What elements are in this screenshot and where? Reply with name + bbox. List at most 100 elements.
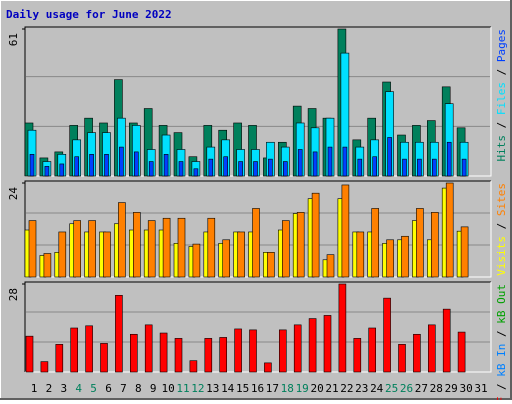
y-tick-label: 61: [7, 33, 20, 46]
bar: [148, 161, 154, 177]
bar: [383, 297, 391, 373]
x-tick-label: 28: [430, 382, 443, 395]
bar: [163, 154, 169, 177]
x-tick-label: 1: [31, 382, 38, 395]
x-tick-label: 12: [191, 382, 204, 395]
bar: [353, 338, 362, 373]
bar: [238, 161, 243, 177]
bar: [237, 231, 245, 278]
bar: [296, 212, 305, 278]
bar: [178, 161, 184, 177]
bar: [431, 158, 437, 177]
bar: [308, 318, 317, 373]
bar: [189, 360, 198, 373]
x-tick-label: 20: [310, 382, 323, 395]
x-tick-label: 9: [150, 382, 157, 395]
bar: [356, 231, 365, 278]
bar: [461, 158, 467, 177]
x-tick-label: 31: [474, 382, 487, 395]
legend-separator: /: [495, 324, 508, 344]
legend: Visits / Sites: [495, 183, 508, 276]
bar: [445, 182, 454, 278]
legend-entry: Sites: [495, 183, 508, 216]
legend-separator: /: [495, 62, 508, 82]
bar: [174, 338, 183, 373]
bar: [342, 146, 348, 177]
x-tick-label: 16: [251, 382, 264, 395]
legend-entry: kB In: [495, 344, 508, 377]
x-tick-label: 17: [266, 382, 279, 395]
x-tick-label: 22: [340, 382, 353, 395]
legend-entry: Pages: [495, 29, 508, 62]
bar: [326, 254, 335, 278]
x-tick-label: 27: [415, 382, 428, 395]
x-tick-label: 26: [400, 382, 413, 395]
legend-entry: Visits: [495, 236, 508, 276]
bar: [134, 151, 139, 177]
bar: [398, 344, 406, 373]
bar: [323, 315, 332, 373]
bar: [130, 333, 138, 373]
bar: [208, 158, 214, 177]
bar: [162, 217, 171, 278]
x-tick-label: 21: [325, 382, 338, 395]
bar: [177, 217, 186, 278]
legend-separator: /: [495, 216, 508, 236]
x-tick-label: 23: [355, 382, 368, 395]
bar: [144, 324, 153, 373]
bar: [59, 163, 65, 177]
x-tick-label: 10: [161, 382, 174, 395]
bar: [55, 344, 64, 373]
x-tick-label: 15: [236, 382, 249, 395]
bar: [85, 325, 93, 373]
bar: [297, 149, 303, 177]
bar: [133, 212, 141, 278]
bar: [159, 332, 168, 373]
x-tick-label: 7: [120, 382, 127, 395]
y-tick-label: 24: [7, 187, 20, 201]
bar: [430, 212, 439, 278]
bar: [368, 327, 377, 373]
bar: [115, 295, 123, 373]
bar: [278, 329, 287, 373]
bar: [311, 192, 320, 278]
x-tick-label: 18: [281, 382, 294, 395]
legend-separator: /: [495, 377, 508, 397]
bar: [252, 208, 260, 278]
x-tick-label: 24: [370, 382, 384, 395]
x-tick-label: 30: [459, 382, 472, 395]
x-tick-label: 6: [105, 382, 112, 395]
bar: [267, 252, 275, 278]
x-tick-label: 29: [445, 382, 458, 395]
bar: [25, 335, 34, 373]
bar: [416, 208, 424, 278]
x-tick-label: 25: [385, 382, 398, 395]
x-tick-label: 11: [176, 382, 189, 395]
chart-title: Daily usage for June 2022: [6, 8, 172, 21]
bar: [249, 329, 257, 373]
bar: [446, 141, 452, 177]
x-tick-label: 19: [296, 382, 309, 395]
x-tick-label: 8: [135, 382, 142, 395]
bar: [207, 217, 216, 278]
legend-separator: /: [495, 115, 508, 135]
bar: [192, 243, 201, 278]
bar: [58, 231, 67, 278]
legend-entry: Hits: [495, 135, 508, 162]
bar: [253, 161, 258, 177]
bar: [341, 184, 350, 278]
bar: [312, 151, 318, 177]
bar: [28, 220, 37, 278]
legend: kB F / kB In / kB Out: [495, 284, 508, 400]
bar: [44, 166, 50, 177]
bar: [268, 158, 273, 177]
bar: [119, 146, 124, 177]
bar: [147, 220, 156, 278]
y-tick-label: 28: [7, 288, 20, 301]
bar: [104, 154, 109, 177]
bar: [219, 337, 227, 373]
bar: [234, 328, 242, 373]
legend: Hits / Files / Pages: [495, 29, 508, 162]
bar: [204, 338, 213, 373]
